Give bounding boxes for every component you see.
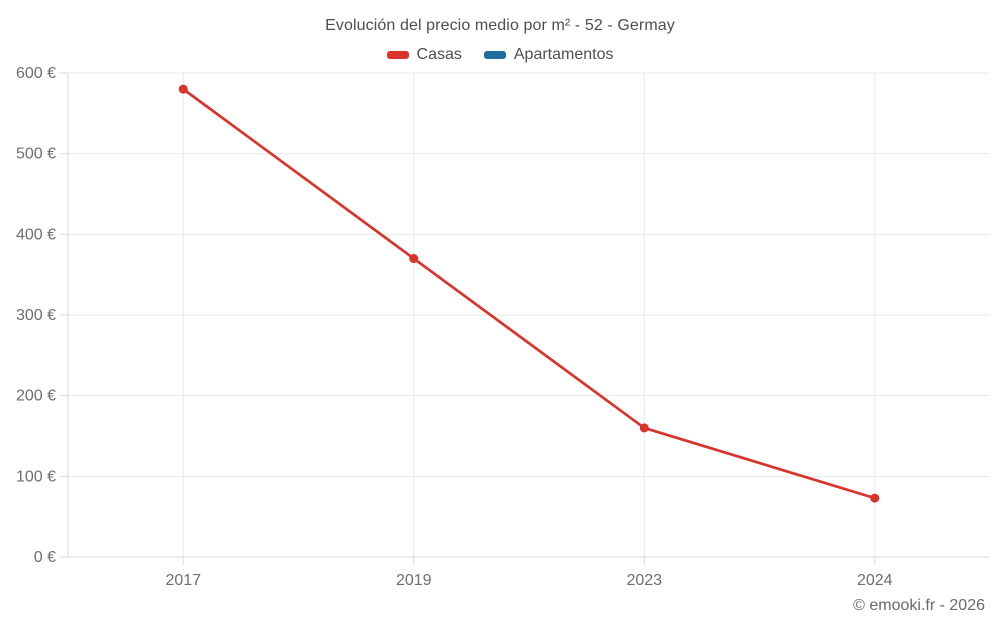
x-tick-label: 2023: [626, 572, 662, 589]
x-tick-label: 2019: [396, 572, 432, 589]
legend-label: Apartamentos: [513, 46, 614, 63]
casas-point: [409, 254, 419, 264]
legend-label: Casas: [416, 46, 462, 63]
x-tick-label: 2024: [857, 572, 893, 589]
y-tick-label: 200 €: [16, 388, 56, 405]
chart-title: Evolución del precio medio por m² - 52 -…: [325, 17, 675, 34]
y-tick-label: 400 €: [16, 226, 56, 243]
legend-item-apartamentos[interactable]: Apartamentos: [483, 46, 614, 64]
y-tick-label: 0 €: [34, 549, 56, 566]
casas-point: [639, 423, 649, 433]
casas-point: [870, 493, 880, 503]
y-tick-label: 500 €: [16, 146, 56, 163]
y-tick-label: 300 €: [16, 307, 56, 324]
chart-legend: Casas Apartamentos: [0, 46, 1000, 64]
casas-line: [181, 87, 877, 500]
legend-swatch-apartamentos: [483, 51, 506, 59]
x-tick-label: 2017: [165, 572, 201, 589]
legend-swatch-casas: [386, 51, 409, 59]
y-tick-label: 100 €: [16, 468, 56, 485]
casas-point: [178, 84, 188, 94]
y-tick-label: 600 €: [16, 65, 56, 82]
legend-item-casas[interactable]: Casas: [386, 46, 462, 64]
footer-credit: © emooki.fr - 2026: [853, 597, 985, 614]
